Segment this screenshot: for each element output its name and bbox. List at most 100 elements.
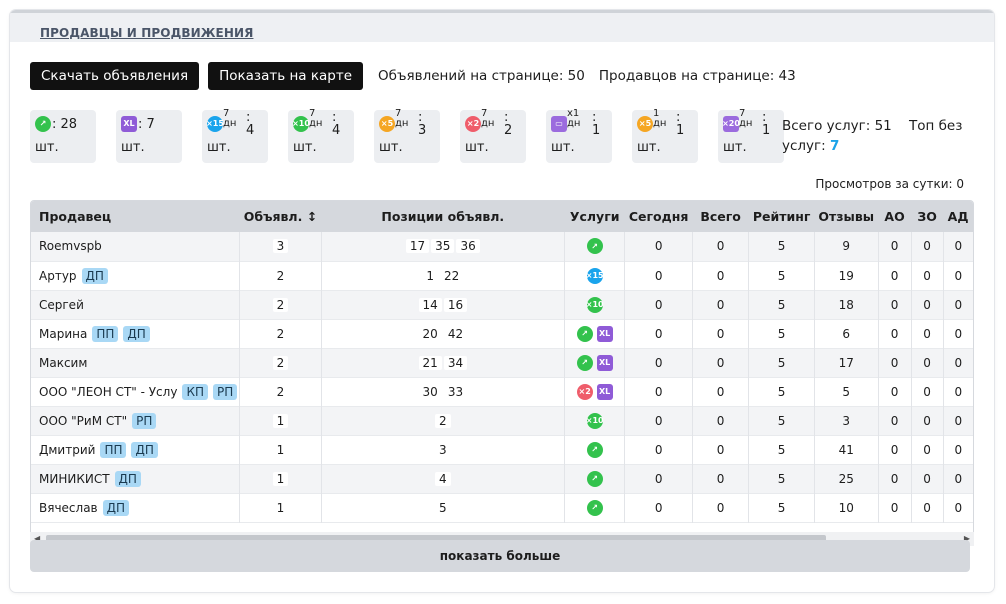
ao-cell: 0 bbox=[877, 377, 912, 406]
seller-name[interactable]: Марина bbox=[39, 326, 88, 341]
scroll-left-icon[interactable]: ◀ bbox=[34, 534, 41, 543]
position-number: 22 bbox=[439, 268, 464, 283]
total-cell: 0 bbox=[691, 232, 749, 261]
service-count: : 28 bbox=[52, 116, 78, 132]
table-row[interactable]: Максим 2 21 34 ↗ XL 0 0 5 17 0 0 0 bbox=[31, 348, 973, 377]
services-cell: ↗ bbox=[563, 464, 625, 493]
ads-count-cell: 1 bbox=[239, 435, 322, 464]
service-card[interactable]: ×5 7 дн: 3 шт. bbox=[374, 109, 440, 163]
seller-name[interactable]: Roemvspb bbox=[39, 239, 102, 254]
total-cell: 0 bbox=[691, 261, 749, 290]
table-row[interactable]: ООО "РиМ СТ" РП 1 2 ×10 0 0 5 3 0 0 0 bbox=[31, 406, 973, 435]
services-cell: ×10 bbox=[563, 290, 625, 319]
rating-cell: 5 bbox=[748, 232, 815, 261]
total-cell: 0 bbox=[691, 435, 749, 464]
service-card[interactable]: ×5 1 дн: 1 шт. bbox=[632, 109, 698, 163]
seller-tag: ПП bbox=[100, 441, 127, 458]
seller-tag: РП bbox=[132, 412, 157, 429]
service-card[interactable]: ×15 7 дн: 4 шт. bbox=[202, 109, 268, 163]
position-number: 3 bbox=[434, 442, 451, 457]
scrollbar-thumb[interactable] bbox=[46, 535, 826, 543]
service-card[interactable]: ▭ x1 дн: 1 шт. bbox=[546, 109, 612, 163]
rating-cell: 5 bbox=[748, 464, 815, 493]
ads-per-page-text: Объявлений на странице: 50 bbox=[378, 68, 585, 84]
position-number: 42 bbox=[443, 326, 468, 341]
show-on-map-button[interactable]: Показать на карте bbox=[208, 62, 364, 90]
panel-header: ПРОДАВЦЫ И ПРОДВИЖЕНИЯ bbox=[10, 10, 994, 42]
seller-tag: КП bbox=[182, 383, 208, 400]
service-duration: 7 дн bbox=[481, 108, 495, 129]
zo-cell: 0 bbox=[910, 348, 944, 377]
rating-cell: 5 bbox=[748, 261, 815, 290]
column-header: Рейтинг bbox=[752, 209, 811, 224]
ao-cell: 0 bbox=[877, 493, 912, 522]
seller-name[interactable]: Дмитрий bbox=[39, 442, 96, 457]
services-totals: Всего услуг: 51 Топ без услуг: 7 bbox=[782, 116, 982, 156]
top-without-value[interactable]: 7 bbox=[829, 138, 840, 154]
positions-cell: 5 bbox=[320, 493, 565, 522]
service-unit: шт. bbox=[551, 140, 575, 155]
position-number: 33 bbox=[443, 384, 468, 399]
sellers-per-page-text: Продавцов на странице: 43 bbox=[598, 68, 796, 84]
table-row[interactable]: Вячеслав ДП 1 5 ↗ 0 0 5 10 0 0 0 bbox=[31, 493, 973, 522]
column-header: Сегодня bbox=[628, 209, 689, 224]
zo-cell: 0 bbox=[910, 464, 944, 493]
seller-cell: Максим bbox=[31, 348, 240, 377]
total-cell: 0 bbox=[691, 464, 749, 493]
column-header[interactable]: Объявл. ↕ bbox=[243, 209, 318, 224]
services-cell: ↗ bbox=[563, 435, 625, 464]
reviews-cell: 9 bbox=[813, 232, 879, 261]
service-count: : 1 bbox=[761, 110, 771, 138]
service-badge-icon: ↗ bbox=[586, 470, 603, 487]
seller-name[interactable]: Вячеслав bbox=[39, 500, 98, 515]
service-card[interactable]: ×10 7 дн: 4 шт. bbox=[288, 109, 354, 163]
zo-cell: 0 bbox=[910, 319, 944, 348]
show-more-button[interactable]: показать больше bbox=[30, 540, 970, 572]
service-badge-icon: ×2 bbox=[576, 383, 593, 400]
position-number: 20 bbox=[418, 326, 442, 341]
scroll-right-icon[interactable]: ▶ bbox=[963, 534, 970, 543]
table-row[interactable]: Марина ПП ДП 2 20 42 ↗ XL 0 0 5 6 0 0 0 bbox=[31, 319, 973, 348]
seller-name[interactable]: Сергей bbox=[39, 297, 84, 312]
service-unit: шт. bbox=[379, 140, 403, 155]
column-header: АО bbox=[884, 209, 905, 224]
table-row[interactable]: Дмитрий ПП ДП 1 3 ↗ 0 0 5 41 0 0 0 bbox=[31, 435, 973, 464]
reviews-cell: 41 bbox=[813, 435, 879, 464]
rating-cell: 5 bbox=[748, 493, 815, 522]
seller-name[interactable]: МИНИКИСТ bbox=[39, 471, 110, 486]
table-row[interactable]: Артур ДП 2 1 22 ×15 0 0 5 19 0 0 0 bbox=[31, 261, 973, 290]
services-cell: ×10 bbox=[563, 406, 625, 435]
service-unit: шт. bbox=[723, 140, 747, 155]
seller-name[interactable]: Максим bbox=[39, 355, 88, 370]
download-ads-button[interactable]: Скачать объявления bbox=[30, 62, 200, 90]
service-card[interactable]: ×2 7 дн: 2 шт. bbox=[460, 108, 526, 163]
ads-count: 2 bbox=[272, 268, 289, 283]
services-cell: ×2 XL bbox=[563, 377, 625, 406]
service-card[interactable]: XL: 7 шт. bbox=[116, 110, 182, 163]
service-card[interactable]: ×20 7 дн: 1 шт. bbox=[718, 109, 784, 163]
seller-name[interactable]: Артур bbox=[39, 268, 77, 283]
table-row[interactable]: Roemvspb 3 17 35 36 ↗ 0 0 5 9 0 0 0 bbox=[31, 232, 973, 261]
position-number: 34 bbox=[443, 355, 468, 370]
table-row[interactable]: МИНИКИСТ ДП 1 4 ↗ 0 0 5 25 0 0 0 bbox=[31, 464, 973, 493]
today-cell: 0 bbox=[624, 493, 693, 522]
service-card[interactable]: ↗: 28 шт. bbox=[30, 110, 96, 163]
table-row[interactable]: Сергей 2 14 16 ×10 0 0 5 18 0 0 0 bbox=[31, 290, 973, 319]
table-row[interactable]: ООО "ЛЕОН СТ" - Услу КП РП 2 30 33 ×2 XL 0 0 5 5 0 0 0 bbox=[31, 377, 973, 406]
column-header: АД bbox=[947, 209, 969, 224]
ads-count-cell: 3 bbox=[239, 232, 322, 261]
panel-title[interactable]: ПРОДАВЦЫ И ПРОДВИЖЕНИЯ bbox=[40, 26, 254, 40]
seller-name[interactable]: ООО "ЛЕОН СТ" - Услу bbox=[39, 384, 178, 399]
today-cell: 0 bbox=[624, 232, 693, 261]
ads-count: 2 bbox=[272, 384, 289, 399]
service-badge-icon: ↗ bbox=[586, 499, 603, 516]
ads-count: 1 bbox=[272, 442, 289, 457]
seller-name[interactable]: ООО "РиМ СТ" bbox=[39, 413, 128, 428]
reviews-cell: 18 bbox=[813, 290, 879, 319]
column-header: Отзывы bbox=[818, 209, 875, 224]
ao-cell: 0 bbox=[877, 232, 912, 261]
services-cell: ↗ XL bbox=[563, 319, 625, 348]
rating-cell: 5 bbox=[748, 435, 815, 464]
rating-cell: 5 bbox=[748, 406, 815, 435]
ads-count: 2 bbox=[272, 297, 289, 312]
